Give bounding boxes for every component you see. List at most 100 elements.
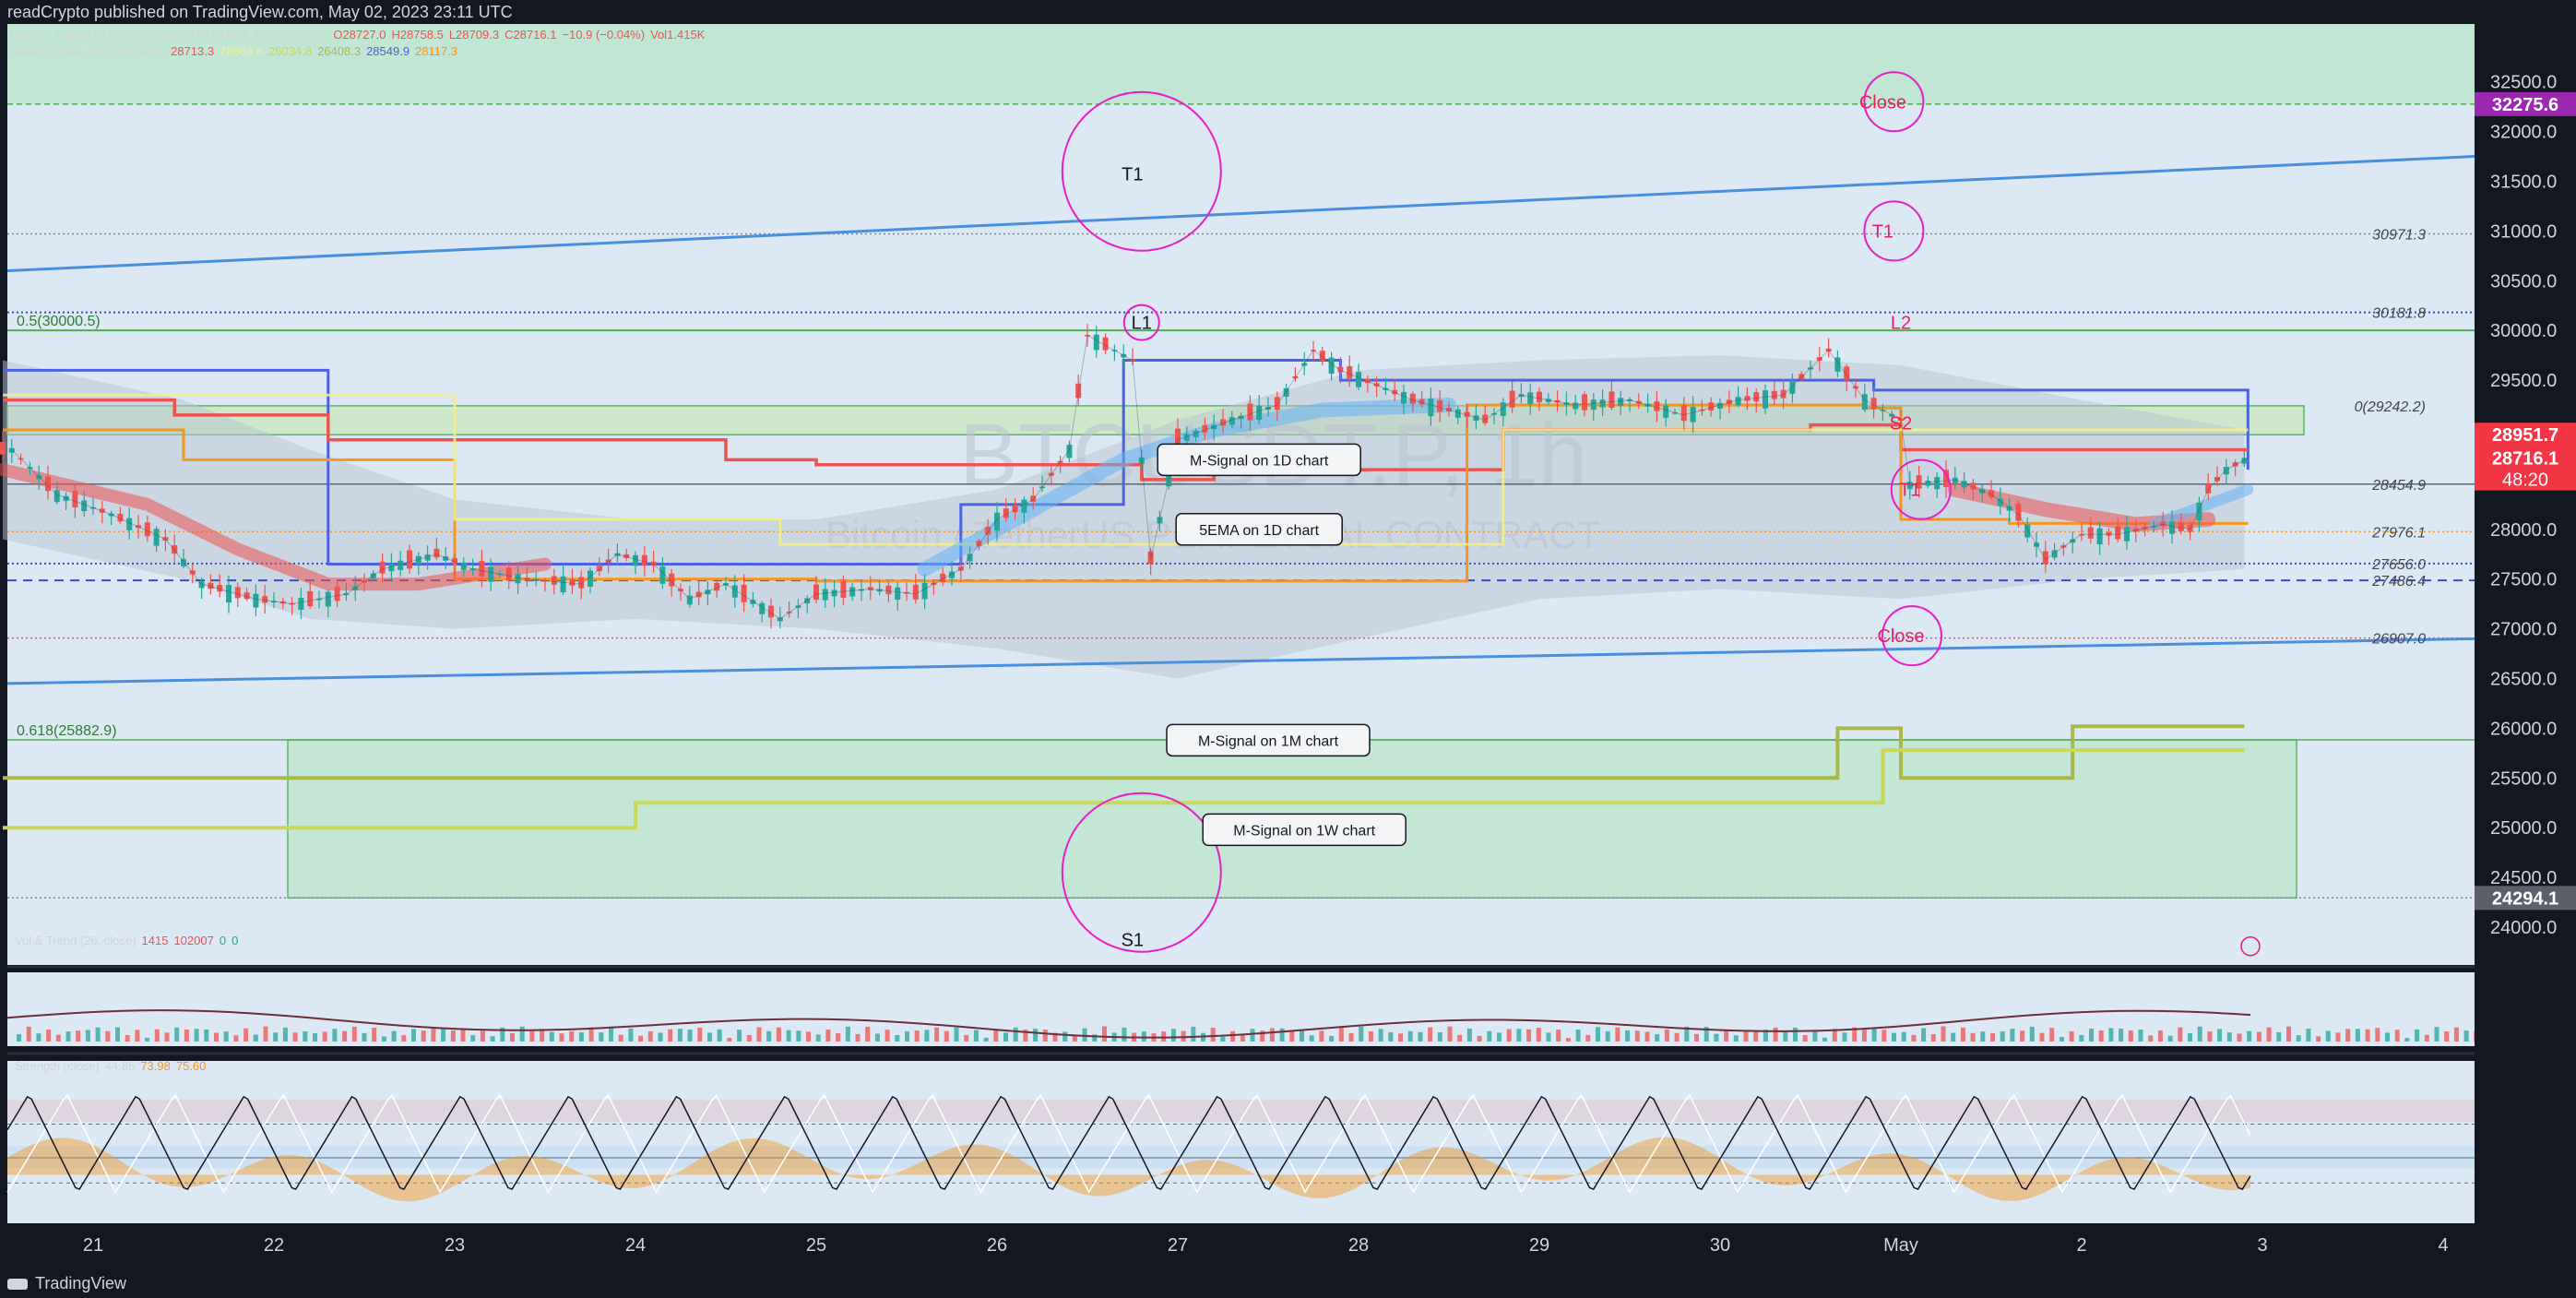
volume-bar <box>2000 1030 2005 1042</box>
candle-body <box>678 589 683 591</box>
candle-body <box>795 605 801 608</box>
volume-bar <box>954 1027 959 1042</box>
candle-body <box>1808 367 1813 370</box>
candle-body <box>1030 495 1037 502</box>
volume-bar <box>569 1030 575 1042</box>
annotation-label-0: T1 <box>1122 165 1143 185</box>
annotation-circle-1 <box>1122 304 1160 341</box>
volume-bar <box>2217 1029 2223 1042</box>
price-tick-15: 31500.0 <box>2490 173 2557 193</box>
candle-body <box>172 544 178 554</box>
candle-body <box>940 574 946 583</box>
candle-body <box>243 592 250 600</box>
volume-bar <box>1664 1029 1669 1042</box>
candle-body <box>99 508 105 513</box>
volume-bar <box>223 1031 229 1042</box>
volume-bar <box>1170 1029 1176 1042</box>
price-tag-label-2: 28716.1 <box>2492 449 2558 470</box>
ha-ms-v1: 28713.3 <box>171 44 215 58</box>
volume-bar <box>1191 1026 1196 1042</box>
price-tick-8: 28000.0 <box>2490 520 2557 541</box>
annotation-label-3: Close <box>1859 92 1906 113</box>
volume-bar <box>1546 1032 1551 1042</box>
candle-body <box>1680 405 1687 422</box>
volume-bar <box>2306 1029 2311 1042</box>
strength-title: Strength (close) <box>15 1059 100 1073</box>
candle-body <box>2196 502 2202 521</box>
candle-body <box>895 587 901 601</box>
candle-body <box>1554 399 1561 403</box>
candle-body <box>343 593 350 596</box>
volume-bar <box>421 1030 426 1042</box>
volume-bar <box>2226 1032 2232 1042</box>
volume-bar <box>135 1030 140 1042</box>
candle-body <box>1454 409 1461 418</box>
candle-body <box>1880 410 1886 411</box>
volume-bar <box>2355 1029 2360 1042</box>
ha-ms-v5: 28549.9 <box>366 44 410 58</box>
volume-bar <box>588 1027 594 1042</box>
volume-bar <box>2237 1033 2242 1042</box>
candle-body <box>488 566 494 582</box>
candle-body <box>994 512 1000 531</box>
candle-body <box>1844 366 1850 381</box>
volume-bar <box>292 1032 298 1042</box>
volume-bar <box>2394 1030 2400 1042</box>
candle-body <box>1121 353 1127 358</box>
candle-body <box>1356 372 1361 387</box>
candle-body <box>262 595 268 603</box>
volume-bar <box>1418 1031 1423 1042</box>
price-tag-1 <box>2475 423 2576 447</box>
candle-body <box>2169 521 2175 534</box>
annotation-label-8: Close <box>1877 626 1924 647</box>
volume-bar <box>1398 1033 1403 1042</box>
candle-body <box>1256 405 1263 421</box>
volume-bar <box>1506 1029 1512 1042</box>
volume-bar <box>2010 1029 2015 1042</box>
volume-bar <box>2415 1029 2420 1042</box>
candle-body <box>1699 409 1705 411</box>
volume-bar <box>2207 1031 2213 1042</box>
volume-bar <box>1428 1027 1433 1042</box>
volume-bar <box>1023 1030 1028 1042</box>
volume-bar <box>76 1030 81 1042</box>
candle-body <box>452 558 457 565</box>
candle-body <box>741 584 747 602</box>
candle-body <box>904 591 909 594</box>
price-tick-17: 32500.0 <box>2490 73 2557 93</box>
candle-body <box>1003 508 1009 518</box>
volume-bar <box>1655 1034 1660 1042</box>
candle-body <box>325 591 331 607</box>
strength-black-line <box>6 1095 2251 1190</box>
volume-bar <box>1072 1035 1077 1042</box>
candle-body <box>1943 470 1949 488</box>
volume-bar <box>865 1026 871 1042</box>
candle-body <box>1609 391 1615 409</box>
candle-body <box>1392 389 1398 395</box>
candle-body <box>18 458 24 460</box>
candle-body <box>424 554 431 561</box>
tradingview-logo[interactable]: TradingView <box>7 1269 126 1298</box>
candle-body <box>1238 415 1244 420</box>
level-label-0: 30971.3 <box>2372 227 2426 243</box>
volume-bar <box>628 1028 634 1042</box>
candle-body <box>2051 550 2058 558</box>
ha-ms-v4: 26408.3 <box>317 44 362 58</box>
candle-body <box>1979 489 1986 494</box>
candle-body <box>1292 376 1299 379</box>
volume-bar <box>1842 1032 1847 1042</box>
volume-bar <box>2325 1030 2331 1042</box>
volume-bar <box>2029 1026 2035 1042</box>
volume-bar <box>786 1030 791 1042</box>
volume-value-4: 0 <box>231 934 239 947</box>
volume-bar <box>964 1034 969 1042</box>
volume-bar <box>2296 1035 2301 1042</box>
candle-body <box>1500 402 1506 416</box>
volume-bar <box>351 1026 357 1042</box>
candle-body <box>307 590 314 607</box>
volume-bar <box>1565 1038 1571 1042</box>
candle-body <box>2087 527 2094 539</box>
candle-body <box>859 589 864 591</box>
volume-bar <box>668 1029 673 1042</box>
